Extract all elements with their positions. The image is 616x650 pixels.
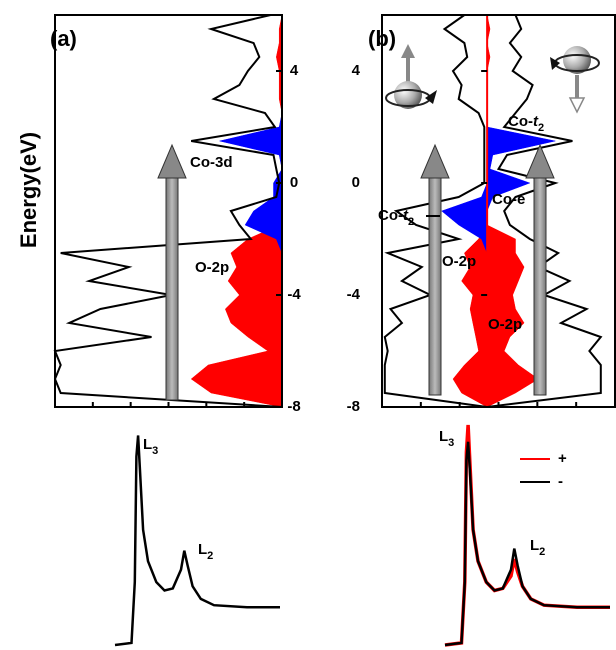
big-arrow (420, 143, 450, 396)
legend-label: + (558, 450, 567, 467)
legend-label: - (558, 473, 563, 490)
plot-layer: -8 -4 0 4 (a) Energy(eV) Co-3d O-2p -8 -4 0 4 (b) Co-… (16, 14, 616, 647)
y-tick-label: 4 (352, 62, 361, 79)
y-tick-label: -4 (287, 286, 301, 303)
y-tick-label: -8 (347, 398, 360, 415)
annotation-text: L (530, 537, 539, 554)
spin-down-icon (550, 46, 600, 114)
dos-line (53, 14, 283, 408)
annotation: Co-t2 (378, 207, 414, 228)
panel-label: (b) (368, 26, 396, 51)
y-tick-label: -8 (287, 398, 300, 415)
y-axis-label: Energy(eV) (16, 132, 41, 248)
annotation-text: Co- (378, 207, 403, 224)
annotation-italic: t (533, 113, 539, 130)
annotation-sub: 2 (408, 216, 414, 228)
annotation: L3 (439, 428, 454, 449)
annotation: L2 (198, 541, 213, 562)
annotation-text: Co-3d (190, 154, 233, 171)
annotation-text: Co- (508, 113, 533, 130)
y-tick-label: -4 (347, 286, 361, 303)
annotation-text: L (198, 541, 207, 558)
spin-up-icon (385, 44, 437, 109)
annotation-text: Co-e (492, 191, 525, 208)
y-tick-label: 0 (290, 174, 298, 191)
y-tick-label: 4 (290, 62, 299, 79)
annotation-text: L (143, 436, 152, 453)
annotation-text: O-2p (195, 259, 229, 276)
annotation: L3 (143, 436, 158, 457)
annotation: O-2p (488, 316, 522, 333)
annotation: Co-3d (190, 154, 233, 171)
annotation-italic: t (403, 207, 409, 224)
panel-label: (a) (50, 26, 77, 51)
annotation: L2 (530, 537, 545, 558)
annotation-sub: 2 (538, 122, 544, 134)
annotation-text: L (439, 428, 448, 445)
dos-line (383, 14, 488, 408)
big-arrow (525, 143, 555, 396)
y-tick-label: 0 (352, 174, 360, 191)
annotation-text: O-2p (442, 253, 476, 270)
annotation: O-2p (442, 253, 476, 270)
dos-area (486, 14, 539, 408)
annotation-sub: 2 (539, 546, 545, 558)
annotation-sub: 2 (207, 550, 213, 562)
dos-line (486, 14, 603, 408)
annotation-text: O-2p (488, 316, 522, 333)
big-arrow (157, 143, 187, 401)
spectrum-line (114, 435, 280, 647)
spectrum-line (444, 441, 610, 647)
decorations (157, 44, 600, 401)
annotation: O-2p (195, 259, 229, 276)
annotation: Co-t2 (508, 113, 544, 134)
annotation: Co-e (492, 191, 525, 208)
annotation-sub: 3 (448, 437, 454, 449)
annotation-sub: 3 (152, 445, 158, 457)
